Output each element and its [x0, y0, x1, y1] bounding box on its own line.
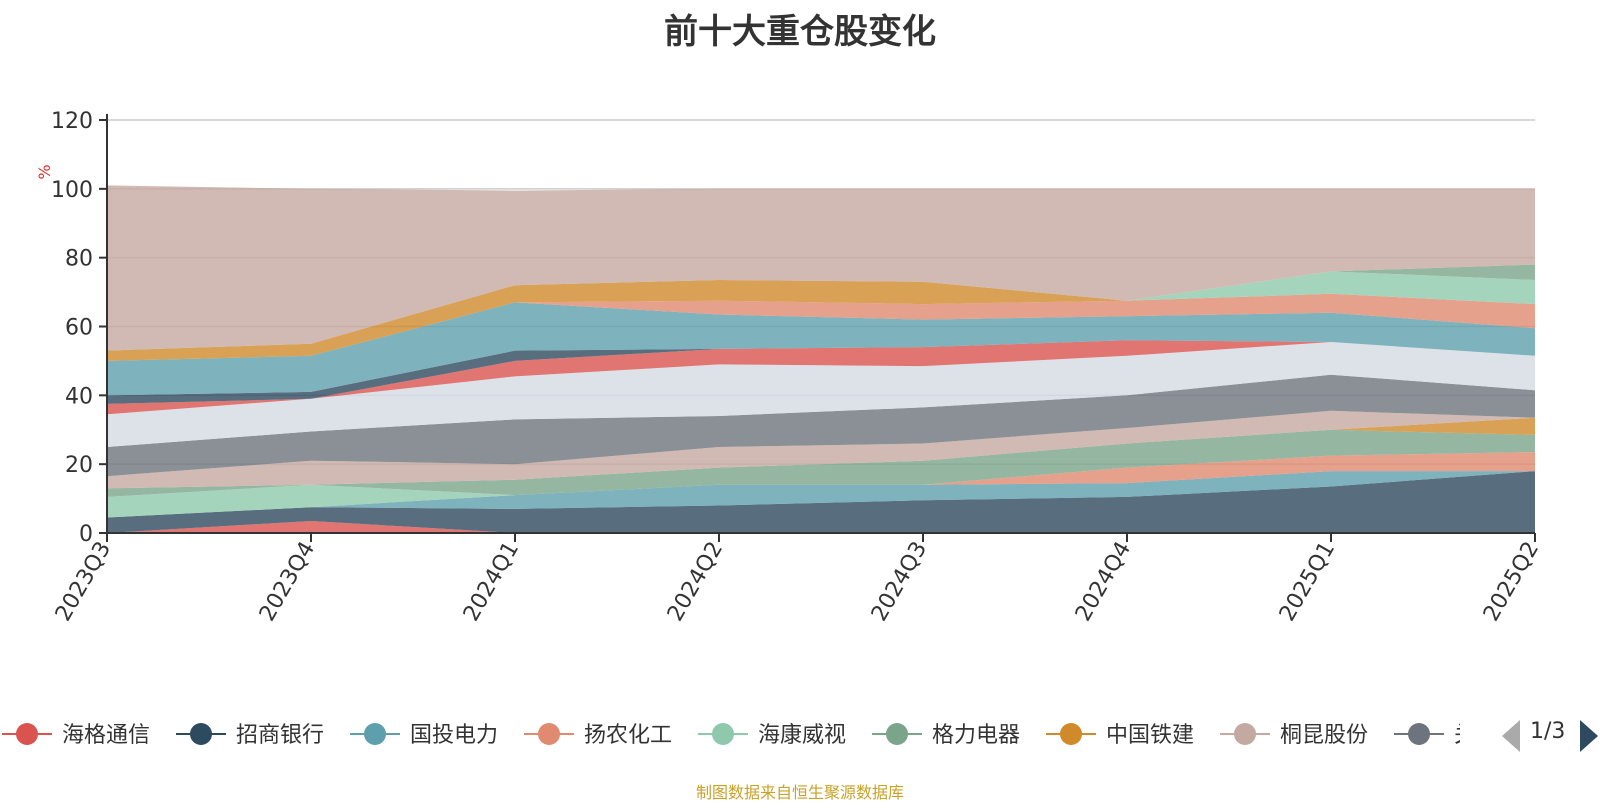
legend-label: 桐昆股份 [1280, 723, 1368, 748]
x-tick-label: 2025Q1 [1275, 538, 1340, 626]
series-area-9 [107, 374, 1535, 477]
legend-item[interactable]: 格力电器 [872, 723, 1020, 748]
legend-marker-icon [1060, 723, 1082, 745]
series-area-18 [107, 185, 1535, 351]
legend-item[interactable]: 中国铁建 [1046, 723, 1194, 748]
x-tick-label: 2023Q4 [255, 538, 320, 626]
series-area-8 [107, 410, 1535, 489]
legend-label: 国投电力 [410, 723, 498, 748]
y-tick-label: 80 [65, 247, 93, 272]
series-area-14 [107, 293, 1535, 361]
legend-item[interactable]: 桐昆股份 [1220, 723, 1368, 748]
series-area-13 [107, 302, 1535, 396]
legend-label: 格力电器 [932, 723, 1020, 748]
y-tick-label: 0 [79, 522, 93, 547]
legend-label: 扬农化工 [584, 723, 672, 748]
y-axis-unit: % [35, 164, 54, 179]
series-area-6 [107, 429, 1535, 497]
x-tick-label: 2024Q2 [663, 538, 728, 626]
legend-item[interactable]: 海格通信 [2, 723, 150, 748]
legend-marker-icon [364, 723, 386, 745]
chart-title: 前十大重仓股变化 [664, 12, 936, 52]
y-tick-label: 60 [65, 316, 93, 341]
legend-item[interactable]: 国投电力 [350, 723, 498, 748]
triangle-left-icon [1502, 720, 1520, 752]
x-tick-label: 2024Q3 [867, 538, 932, 626]
source-note: 制图数据来自恒生聚源数据库 [695, 783, 904, 802]
x-tick-label: 2025Q2 [1479, 538, 1544, 626]
legend-marker-icon [1234, 723, 1256, 745]
legend-label: 海康威视 [758, 723, 846, 748]
x-tick-label: 2024Q4 [1071, 538, 1136, 626]
legend-label: 中国铁建 [1106, 723, 1194, 748]
x-tick-label: 2023Q3 [51, 538, 116, 626]
legend-next-button[interactable] [1572, 718, 1600, 754]
legend-marker-icon [712, 723, 734, 745]
legend-prev-button[interactable] [1498, 718, 1534, 754]
y-tick-label: 120 [51, 109, 93, 134]
legend-overflow-mask [1460, 700, 1600, 760]
series-area-4 [107, 452, 1535, 518]
legend-label: 海格通信 [62, 723, 150, 748]
triangle-right-icon [1580, 720, 1598, 752]
legend-page-indicator: 1/3 [1530, 719, 1566, 744]
stacked-areas [107, 185, 1535, 533]
series-area-17 [107, 264, 1535, 361]
legend-item[interactable]: 海康威视 [698, 723, 846, 748]
y-tick-label: 100 [51, 178, 93, 203]
series-area-2 [107, 471, 1535, 533]
legend-marker-icon [538, 723, 560, 745]
series-area-15 [107, 271, 1535, 361]
legend-marker-icon [886, 723, 908, 745]
series-area-12 [107, 340, 1535, 404]
legend-label: 招商银行 [236, 723, 324, 748]
series-area-3 [107, 471, 1535, 518]
y-tick-label: 40 [65, 384, 93, 409]
legend-marker-icon [190, 723, 212, 745]
series-area-10 [107, 342, 1535, 447]
legend[interactable]: 海格通信招商银行国投电力扬农化工海康威视格力电器中国铁建桐昆股份关 [2, 723, 1476, 748]
series-area-11 [107, 340, 1535, 415]
legend-item[interactable]: 扬农化工 [524, 723, 672, 748]
legend-item[interactable]: 招商银行 [176, 723, 324, 748]
legend-marker-icon [16, 723, 38, 745]
legend-marker-icon [1408, 723, 1430, 745]
x-tick-label: 2024Q1 [459, 538, 524, 626]
y-tick-label: 20 [65, 453, 93, 478]
